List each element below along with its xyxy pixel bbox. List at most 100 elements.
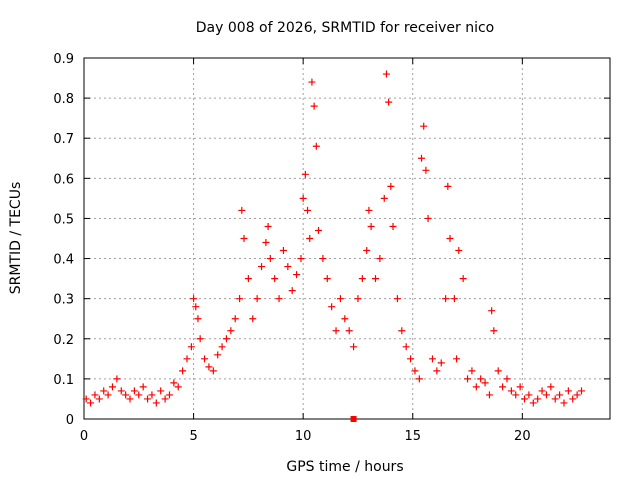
y-tick-label: 0.8 [53, 92, 74, 107]
data-point [354, 295, 362, 303]
data-point [444, 182, 452, 190]
data-point [135, 391, 143, 399]
data-point [332, 327, 340, 335]
data-point [433, 367, 441, 375]
y-tick-label: 0.7 [53, 132, 74, 147]
data-point [174, 383, 182, 391]
data-point [380, 194, 388, 202]
data-point [450, 295, 458, 303]
data-point [240, 235, 248, 242]
data-point [91, 391, 99, 399]
data-point [308, 78, 316, 86]
data-point [205, 363, 213, 371]
data-point [411, 367, 419, 375]
data-point [319, 255, 327, 263]
data-point [382, 70, 390, 78]
data-point [437, 359, 445, 367]
data-point [165, 391, 173, 399]
data-point [161, 395, 169, 403]
data-point [529, 399, 537, 407]
data-point [569, 395, 577, 403]
data-points [82, 70, 586, 422]
data-point [297, 255, 305, 263]
data-point [310, 102, 318, 110]
data-point [284, 263, 292, 271]
data-point [122, 391, 130, 399]
data-point [214, 351, 222, 359]
y-tick-label: 0.4 [53, 253, 74, 268]
axis-ticks: 0 0.1 0.2 0.3 0.4 0.5 0.6 0.7 0.8 0.9 0 5 10 15 20 [53, 52, 610, 444]
data-point [266, 255, 274, 263]
data-point [415, 375, 423, 383]
data-point [262, 239, 270, 247]
x-tick-label: 20 [514, 429, 531, 444]
data-point [507, 387, 515, 395]
data-point [130, 387, 138, 395]
y-tick-label: 0.6 [53, 172, 74, 187]
data-point [542, 391, 550, 399]
data-point [547, 383, 555, 391]
data-point [258, 263, 266, 271]
data-point [190, 295, 198, 303]
y-tick-label: 0.1 [53, 373, 74, 388]
data-point [275, 295, 283, 303]
data-point [534, 395, 542, 403]
data-point [398, 327, 406, 335]
data-point [139, 383, 147, 391]
x-tick-label: 5 [189, 429, 197, 444]
data-point [301, 170, 309, 178]
data-point [578, 387, 586, 395]
data-point [227, 327, 235, 335]
data-point [464, 375, 472, 383]
data-point [376, 255, 384, 263]
data-point [304, 206, 312, 214]
data-point [157, 387, 165, 395]
y-axis-label: SRMTID / TECUs [8, 182, 24, 295]
data-point [363, 247, 371, 255]
data-point [521, 395, 529, 403]
data-point [315, 226, 323, 234]
data-point [367, 222, 375, 230]
data-point [82, 395, 90, 403]
data-point [387, 182, 395, 190]
data-point [446, 235, 454, 242]
data-point [516, 383, 524, 391]
data-point [288, 287, 296, 295]
data-point [113, 375, 121, 383]
data-point [104, 391, 112, 399]
data-point [293, 271, 301, 279]
data-point [428, 355, 436, 363]
data-point [556, 391, 564, 399]
data-point [196, 335, 204, 343]
data-point [422, 166, 430, 174]
data-point [328, 303, 336, 311]
data-point [418, 154, 426, 162]
data-point [323, 275, 331, 283]
x-axis-label: GPS time / hours [286, 459, 403, 475]
data-point [455, 247, 463, 255]
x-tick-label: 0 [80, 429, 88, 444]
data-point [420, 122, 428, 130]
data-point [306, 235, 314, 242]
data-point [490, 327, 498, 335]
data-point [525, 391, 533, 399]
gridlines [84, 58, 610, 419]
data-point [209, 367, 217, 375]
data-point [194, 315, 202, 323]
data-point [477, 375, 485, 383]
data-point [253, 295, 261, 303]
data-point [201, 355, 209, 363]
data-point [389, 222, 397, 230]
data-point [393, 295, 401, 303]
y-tick-label: 0.9 [53, 52, 74, 67]
data-point [299, 194, 307, 202]
data-point [192, 303, 200, 311]
data-point [402, 343, 410, 351]
data-point [108, 383, 116, 391]
data-point [170, 379, 178, 387]
data-point [365, 206, 373, 214]
data-point [468, 367, 476, 375]
chart-title: Day 008 of 2026, SRMTID for receiver nic… [196, 20, 494, 36]
data-point-marker [350, 416, 357, 422]
data-point [499, 383, 507, 391]
